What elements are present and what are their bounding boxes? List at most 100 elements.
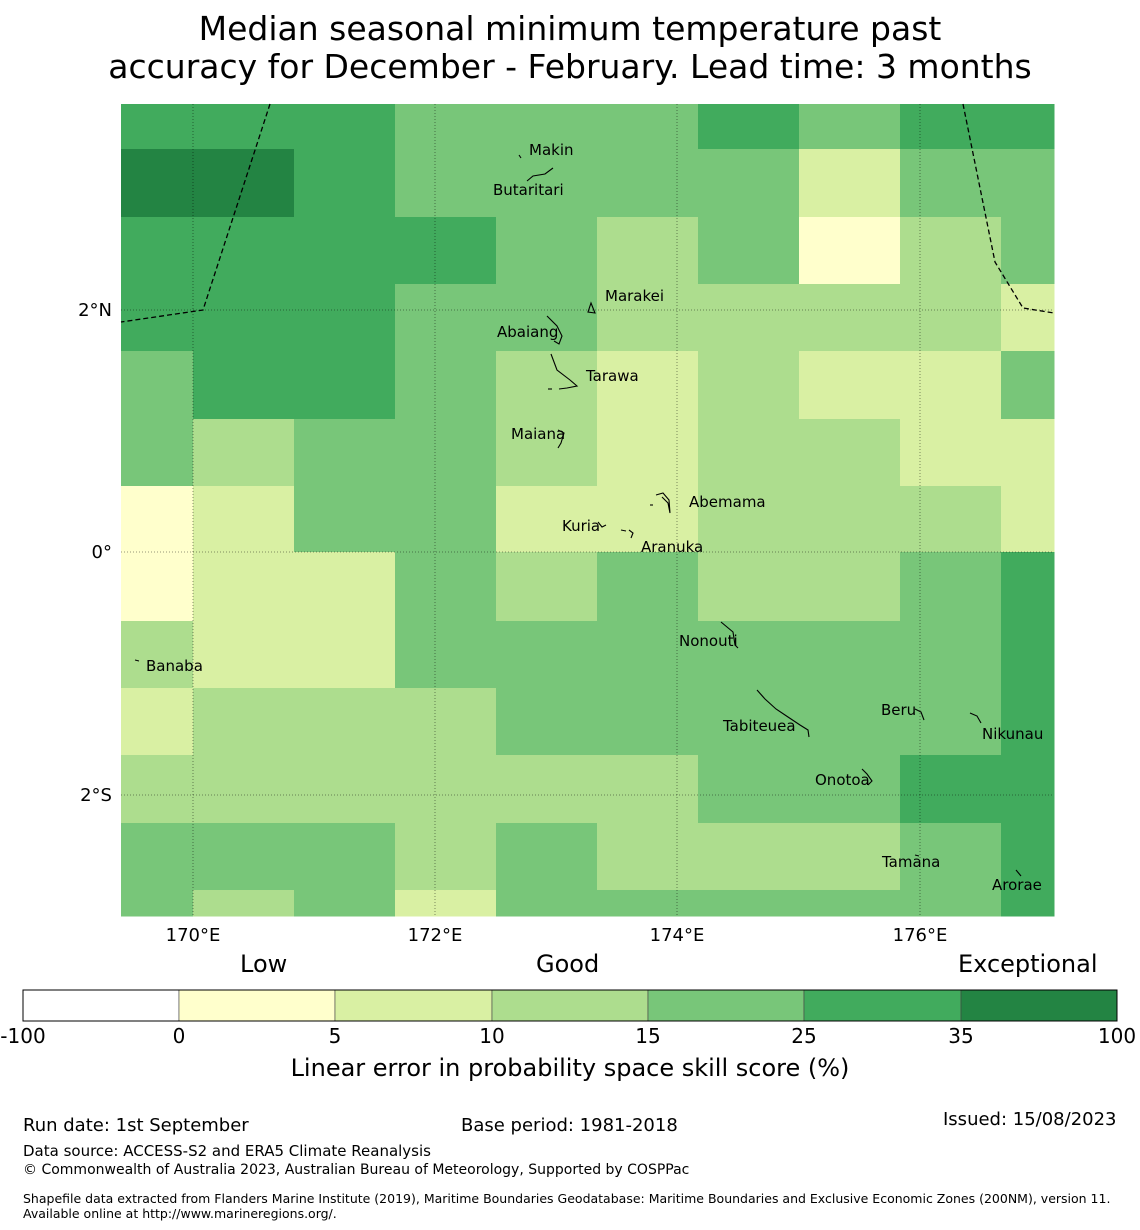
place-label: Arorae xyxy=(992,876,1042,894)
graticule xyxy=(121,104,1054,916)
lat-label: 0° xyxy=(92,542,112,563)
chart-title: Median seasonal minimum temperature past… xyxy=(0,10,1140,86)
skill-cell xyxy=(121,351,194,420)
skill-cell xyxy=(395,149,497,218)
colorbar-swatch xyxy=(178,989,336,1022)
axis-labels: 170°E 172°E 174°E 176°E 2°N 0° 2°S xyxy=(78,300,947,946)
skill-cell xyxy=(900,890,1002,917)
colorbar-tick: 15 xyxy=(635,1024,661,1048)
colorbar-frame xyxy=(22,989,1118,1022)
place-label: Nikunau xyxy=(982,725,1043,743)
skill-cell xyxy=(900,217,1002,285)
skill-cell xyxy=(1001,284,1055,352)
skill-cell xyxy=(193,486,295,553)
skill-cell xyxy=(799,823,901,891)
place-label: Banaba xyxy=(146,657,203,675)
skill-cell xyxy=(121,104,194,150)
skill-cell xyxy=(395,688,497,756)
place-label: Nonouti xyxy=(679,632,738,650)
shapefile-credit: Shapefile data extracted from Flanders M… xyxy=(23,1191,1111,1221)
skill-cell xyxy=(294,217,396,285)
title-line-1: Median seasonal minimum temperature past xyxy=(198,9,942,48)
skill-cell xyxy=(193,890,295,917)
colorbar-tick: 25 xyxy=(791,1024,817,1048)
place-label: Abemama xyxy=(689,493,766,511)
place-label: Aranuka xyxy=(641,538,703,556)
skill-cell xyxy=(1001,755,1055,824)
skill-cell xyxy=(1001,890,1055,917)
skill-cell xyxy=(496,419,598,487)
skill-cell xyxy=(395,217,497,285)
colorbar-swatch xyxy=(803,989,962,1022)
skill-cell xyxy=(799,688,901,756)
skill-cell xyxy=(597,104,699,150)
skill-cell xyxy=(496,104,598,150)
skill-cell xyxy=(698,419,800,487)
place-label: Makin xyxy=(529,141,574,159)
skill-cell xyxy=(496,351,598,420)
skill-cell xyxy=(294,351,396,420)
skill-cell xyxy=(121,552,194,622)
place-label: Kuria xyxy=(562,517,600,535)
issued-date: Issued: 15/08/2023 xyxy=(943,1109,1117,1130)
lat-label: 2°S xyxy=(80,785,112,806)
skill-cell xyxy=(294,149,396,218)
skill-cell xyxy=(698,621,800,689)
skill-cell xyxy=(900,755,1002,824)
skill-cell xyxy=(799,621,901,689)
place-label: Marakei xyxy=(605,287,664,305)
skill-cell xyxy=(395,552,497,622)
colorbar-tick: -100 xyxy=(0,1024,46,1048)
skill-cell xyxy=(1001,419,1055,487)
skill-cell xyxy=(597,149,699,218)
skill-cell xyxy=(121,688,194,756)
skill-cell xyxy=(294,890,396,917)
skill-cell xyxy=(900,688,1002,756)
skill-cell xyxy=(900,104,1002,150)
skill-cell xyxy=(496,217,598,285)
colorbar-swatch xyxy=(960,989,1118,1022)
skill-cell xyxy=(900,823,1002,891)
skill-cell xyxy=(496,149,598,218)
skill-cell xyxy=(121,217,194,285)
skill-cell xyxy=(799,890,901,917)
skill-grid xyxy=(121,104,1055,917)
skill-cell xyxy=(900,149,1002,218)
data-source: Data source: ACCESS-S2 and ERA5 Climate … xyxy=(23,1142,431,1160)
colorbar-label: Linear error in probability space skill … xyxy=(290,1054,850,1082)
skill-cell xyxy=(193,351,295,420)
lon-label: 172°E xyxy=(408,925,463,946)
skill-cell xyxy=(799,552,901,622)
skill-cell xyxy=(698,284,800,352)
skill-cell xyxy=(1001,688,1055,756)
skill-cell xyxy=(799,419,901,487)
skill-cell xyxy=(193,755,295,824)
skill-cell xyxy=(496,755,598,824)
skill-cell xyxy=(597,217,699,285)
skill-cell xyxy=(597,351,699,420)
place-label: Maiana xyxy=(511,425,565,443)
skill-cell xyxy=(193,419,295,487)
skill-cell xyxy=(395,419,497,487)
skill-cell xyxy=(900,351,1002,420)
legend-category-exceptional: Exceptional xyxy=(958,950,1098,978)
colorbar-swatch xyxy=(647,989,805,1022)
skill-cell xyxy=(799,104,901,150)
skill-cell xyxy=(799,486,901,553)
skill-cell xyxy=(900,486,1002,553)
title-line-2: accuracy for December - February. Lead t… xyxy=(108,47,1032,86)
lon-label: 170°E xyxy=(166,925,221,946)
skill-cell xyxy=(496,890,598,917)
skill-cell xyxy=(597,284,699,352)
lon-label: 174°E xyxy=(650,925,705,946)
skill-cell xyxy=(1001,486,1055,553)
skill-cell xyxy=(597,621,699,689)
colorbar-tick: 100 xyxy=(1097,1024,1137,1048)
skill-cell xyxy=(121,823,194,891)
colorbar-swatch xyxy=(491,989,649,1022)
place-label: Tamana xyxy=(881,853,940,871)
skill-cell xyxy=(395,104,497,150)
place-label: Tabiteuea xyxy=(722,717,796,735)
skill-cell xyxy=(294,284,396,352)
skill-cell xyxy=(1001,552,1055,622)
